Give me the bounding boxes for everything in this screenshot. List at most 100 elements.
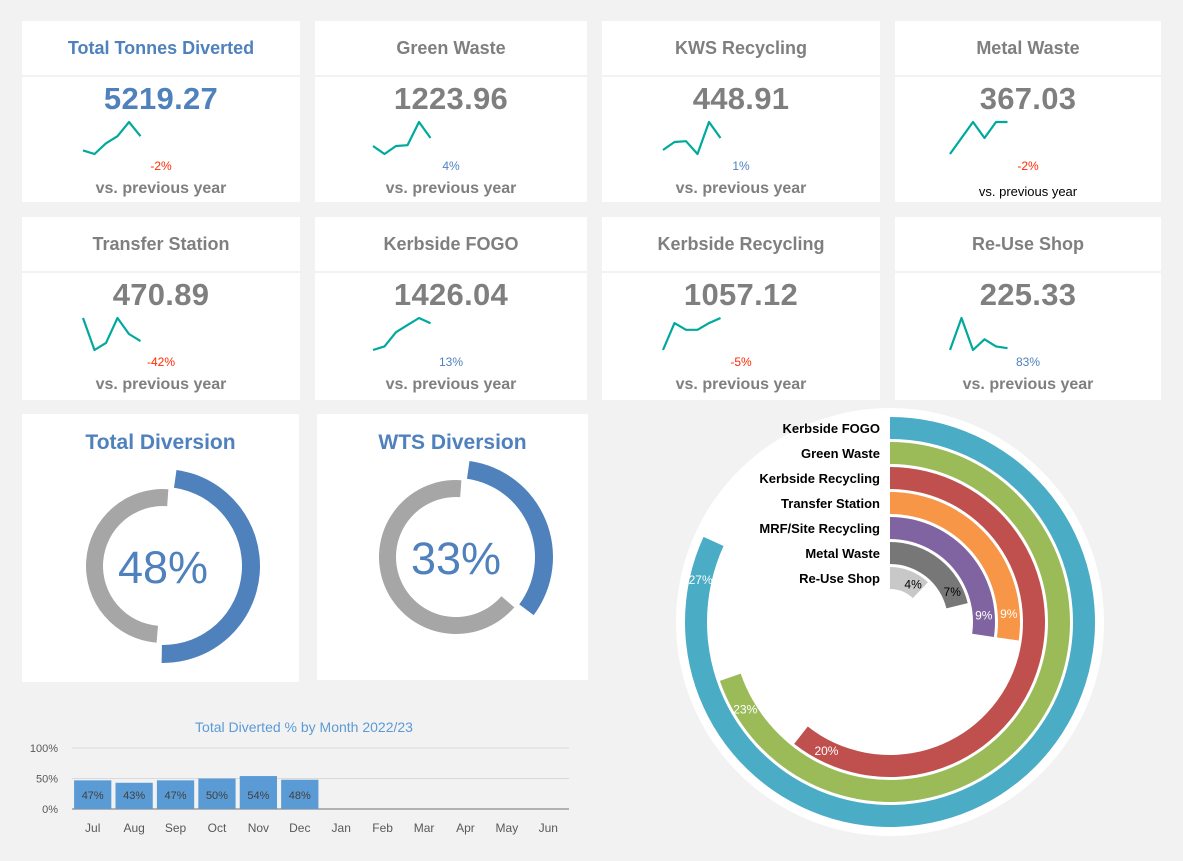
sparkline-path — [372, 316, 431, 352]
kpi-caption: vs. previous year — [675, 180, 807, 197]
bar-data-label: 43% — [123, 790, 145, 802]
radial-category-label: Green Waste — [801, 446, 880, 461]
x-tick-label: Oct — [208, 821, 227, 835]
radial-value-label: 27% — [689, 573, 713, 587]
sparkline — [82, 120, 142, 156]
kpi-title: Green Waste — [315, 21, 587, 75]
x-tick-label: Jun — [539, 821, 558, 835]
kpi-body: 1223.96 4% vs. previous year — [315, 77, 587, 202]
kpi-caption: vs. previous year — [95, 376, 227, 393]
bar — [115, 782, 153, 809]
kpi-change: 4% — [442, 159, 460, 173]
x-tick-label: May — [496, 821, 519, 835]
donut-percent-label: 33% — [411, 533, 501, 584]
kpi-card-green-waste: Green Waste 1223.96 4% vs. previous year — [315, 21, 587, 202]
kpi-title: Re-Use Shop — [895, 217, 1161, 271]
kpi-title: Total Tonnes Diverted — [22, 21, 300, 75]
sparkline-path — [661, 316, 721, 351]
kpi-body: 1426.04 13% vs. previous year — [315, 273, 587, 400]
kpi-value: 225.33 — [979, 277, 1077, 312]
x-tick-label: Sep — [165, 821, 187, 835]
radial-value-label: 4% — [904, 578, 922, 592]
kpi-value: 367.03 — [979, 81, 1077, 116]
radial-value-label: 7% — [944, 585, 962, 599]
wts-diversion-card: WTS Diversion 33% — [317, 414, 588, 680]
kpi-caption: vs. previous year — [962, 376, 1094, 393]
kpi-caption: vs. previous year — [978, 184, 1078, 199]
donut-percent-label: 48% — [118, 542, 208, 593]
kpi-body: 448.91 1% vs. previous year — [602, 77, 880, 202]
bar — [156, 780, 195, 809]
kpi-value: 1426.04 — [393, 277, 509, 312]
radial-category-label: Transfer Station — [781, 496, 880, 511]
kpi-card-kerbside-fogo: Kerbside FOGO 1426.04 13% vs. previous y… — [315, 217, 587, 400]
radial-category-label: Re-Use Shop — [799, 571, 880, 586]
x-tick-label: Jan — [332, 821, 351, 835]
sparkline — [948, 316, 1008, 352]
kpi-body: 5219.27 -2% vs. previous year — [22, 77, 300, 202]
bar — [198, 778, 236, 809]
sparkline-path — [662, 120, 722, 156]
sparkline — [81, 316, 142, 352]
sparkline — [661, 316, 721, 351]
monthly-diversion-chart: Total Diverted % by Month 2022/23 0% 50% 10… — [30, 719, 569, 835]
radial-bar-re-use-shop — [890, 567, 928, 599]
bar — [281, 779, 319, 809]
x-tick-label: Mar — [414, 821, 435, 835]
bar-data-label: 47% — [165, 790, 187, 802]
wts-diversion-title: WTS Diversion — [378, 431, 527, 454]
x-tick-label: Aug — [123, 821, 144, 835]
donut-remainder-arc — [379, 480, 515, 634]
kpi-value: 448.91 — [692, 81, 790, 116]
bar-data-label: 54% — [247, 790, 269, 802]
radial-value-label: 9% — [1000, 607, 1018, 621]
donut-value-arc — [466, 460, 553, 616]
kpi-value: 5219.27 — [103, 81, 219, 116]
kpi-card-kws-recycling: KWS Recycling 448.91 1% vs. previous yea… — [602, 21, 880, 202]
radial-category-label: Kerbside FOGO — [782, 421, 880, 436]
kpi-change: -5% — [730, 355, 752, 369]
sparkline — [372, 316, 431, 352]
bar-data-label: 47% — [82, 790, 104, 802]
x-tick-label: Dec — [289, 821, 310, 835]
sparkline-path — [948, 316, 1008, 352]
y-tick-label: 100% — [30, 743, 58, 755]
x-tick-label: Nov — [248, 821, 269, 835]
kpi-change: -2% — [150, 159, 172, 173]
y-tick-label: 50% — [36, 774, 58, 786]
sparkline-path — [372, 120, 432, 156]
kpi-body: 470.89 -42% vs. previous year — [22, 273, 300, 400]
x-tick-label: Feb — [372, 821, 393, 835]
donut-remainder-arc — [86, 489, 169, 643]
radial-bar-kerbside-recycling — [794, 467, 1045, 777]
radial-value-label: 23% — [733, 702, 757, 716]
x-tick-label: Jul — [85, 821, 100, 835]
bar-data-label: 48% — [289, 790, 311, 802]
radial-category-label: MRF/Site Recycling — [759, 521, 880, 536]
kpi-caption: vs. previous year — [675, 376, 807, 393]
radial-category-label: Kerbside Recycling — [759, 471, 880, 486]
total-diversion-card: Total Diversion 48% — [22, 414, 299, 682]
kpi-body: 1057.12 -5% vs. previous year — [602, 273, 880, 400]
sparkline-path — [81, 316, 142, 352]
total-diversion-title: Total Diversion — [85, 431, 236, 454]
kpi-body: 225.33 83% vs. previous year — [895, 273, 1161, 400]
kpi-change: -2% — [1017, 159, 1039, 173]
kpi-value: 1057.12 — [683, 277, 799, 312]
kpi-title: Metal Waste — [895, 21, 1161, 75]
kpi-body: 367.03 -2% vs. previous year — [895, 77, 1161, 202]
bar-data-label: 50% — [206, 790, 228, 802]
kpi-title: KWS Recycling — [602, 21, 880, 75]
kpi-title: Kerbside FOGO — [315, 217, 587, 271]
kpi-card-metal-waste: Metal Waste 367.03 -2% vs. previous year — [895, 21, 1161, 202]
kpi-value: 470.89 — [112, 277, 210, 312]
radial-value-label: 9% — [975, 609, 993, 623]
total-diversion-donut: 48% — [86, 469, 260, 663]
bar — [239, 776, 278, 809]
kpi-card-kerbside-recycling: Kerbside Recycling 1057.12 -5% vs. previ… — [602, 217, 880, 400]
kpi-title: Kerbside Recycling — [602, 217, 880, 271]
wts-diversion-donut: 33% — [379, 460, 553, 634]
kpi-caption: vs. previous year — [385, 376, 517, 393]
kpi-caption: vs. previous year — [95, 180, 227, 197]
radial-value-label: 20% — [814, 744, 838, 758]
